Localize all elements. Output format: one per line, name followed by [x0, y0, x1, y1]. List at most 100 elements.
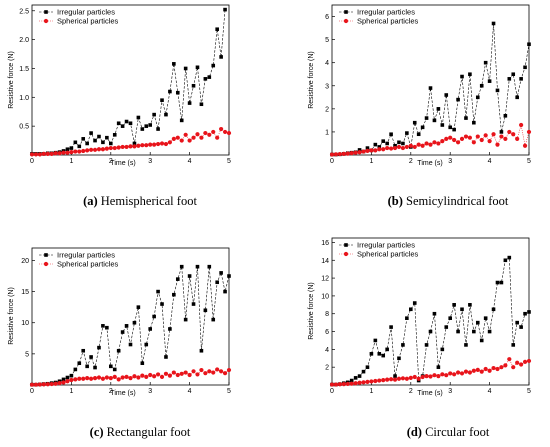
- data-point-spherical: [222, 371, 228, 376]
- data-point-spherical: [53, 151, 58, 156]
- x-tick-label: 5: [527, 158, 531, 165]
- data-point-spherical: [132, 144, 137, 149]
- data-point-spherical: [416, 142, 421, 147]
- data-point-irregular: [381, 139, 386, 143]
- data-point-spherical: [219, 126, 224, 132]
- data-point-spherical: [369, 148, 374, 153]
- data-point-spherical: [167, 140, 172, 145]
- data-point-spherical: [412, 374, 417, 380]
- y-tick-label: 5: [325, 37, 329, 44]
- x-tick-label: 4: [488, 158, 492, 165]
- legend-marker-square: [44, 10, 48, 14]
- x-tick-label: 1: [69, 158, 73, 165]
- data-point-irregular: [65, 147, 70, 152]
- data-point-spherical: [175, 135, 180, 140]
- data-point-irregular: [353, 376, 358, 380]
- data-point-spherical: [479, 369, 484, 374]
- y-tick-label: 4: [325, 347, 329, 354]
- data-point-irregular: [452, 127, 456, 132]
- data-point-spherical: [341, 151, 346, 156]
- data-point-spherical: [353, 381, 358, 386]
- data-point-irregular: [112, 133, 117, 137]
- data-point-irregular: [436, 365, 441, 369]
- chart-panel-3: 0 1 2 3 4 5 5 10 15 20 Time (s) Resistive force (N)…: [8, 247, 232, 439]
- data-point-spherical: [159, 374, 165, 380]
- data-point-irregular: [369, 352, 374, 356]
- data-point-spherical: [345, 381, 350, 387]
- data-point-spherical: [432, 140, 437, 145]
- series-line-spherical: [32, 128, 230, 155]
- series-line-irregular: [332, 257, 530, 385]
- data-point-spherical: [92, 147, 98, 152]
- data-point-spherical: [29, 152, 35, 157]
- data-point-irregular: [211, 63, 216, 68]
- data-point-spherical: [440, 139, 445, 144]
- data-point-spherical: [381, 147, 386, 152]
- data-point-irregular: [219, 271, 223, 275]
- data-point-irregular: [440, 347, 445, 352]
- data-point-irregular: [191, 83, 196, 88]
- data-point-irregular: [428, 329, 433, 334]
- data-point-spherical: [392, 145, 398, 151]
- data-point-spherical: [408, 375, 413, 380]
- data-point-spherical: [424, 373, 429, 379]
- data-point-spherical: [459, 371, 465, 376]
- data-point-spherical: [444, 136, 449, 141]
- data-point-spherical: [136, 375, 141, 380]
- data-point-irregular: [223, 7, 227, 12]
- data-point-irregular: [472, 120, 476, 125]
- data-point-spherical: [483, 133, 488, 138]
- data-point-irregular: [73, 140, 78, 145]
- data-point-spherical: [436, 373, 441, 379]
- data-point-irregular: [211, 317, 216, 322]
- data-point-spherical: [171, 370, 176, 375]
- data-point-irregular: [136, 305, 141, 309]
- data-point-irregular: [519, 77, 523, 81]
- data-point-irregular: [523, 65, 527, 70]
- data-point-spherical: [396, 144, 402, 150]
- data-point-spherical: [120, 144, 125, 150]
- data-point-spherical: [448, 135, 453, 140]
- data-point-spherical: [428, 142, 433, 147]
- data-point-spherical: [49, 381, 54, 387]
- data-point-spherical: [69, 150, 74, 155]
- x-tick-label: 2: [409, 158, 413, 165]
- data-point-irregular: [152, 112, 156, 117]
- data-point-spherical: [148, 372, 153, 378]
- data-point-irregular: [460, 74, 464, 79]
- data-point-spherical: [341, 382, 346, 387]
- y-tick-label: 0.5: [19, 124, 29, 131]
- data-point-spherical: [124, 374, 129, 380]
- data-point-spherical: [29, 382, 35, 387]
- data-point-spherical: [41, 382, 46, 387]
- x-tick-label: 0: [330, 158, 334, 165]
- data-point-spherical: [420, 374, 425, 380]
- data-point-spherical: [369, 379, 374, 384]
- y-tick-label: 1.0: [19, 95, 29, 102]
- x-tick-label: 4: [188, 158, 192, 165]
- data-point-irregular: [97, 134, 101, 139]
- x-tick-label: 3: [448, 158, 452, 165]
- data-point-spherical: [195, 132, 200, 137]
- data-point-spherical: [420, 143, 425, 148]
- data-point-irregular: [223, 289, 227, 294]
- data-point-irregular: [523, 311, 527, 316]
- data-point-irregular: [175, 277, 180, 281]
- y-tick-label: 8: [325, 311, 329, 318]
- data-point-spherical: [424, 141, 429, 146]
- data-point-irregular: [215, 280, 219, 285]
- y-tick-label: 2: [325, 106, 329, 113]
- data-point-irregular: [452, 303, 456, 307]
- x-tick-label: 0: [330, 388, 334, 395]
- data-point-spherical: [159, 141, 165, 146]
- data-point-spherical: [389, 377, 394, 382]
- data-point-spherical: [89, 376, 94, 381]
- data-point-irregular: [156, 127, 160, 131]
- legend-label: Spherical particles: [357, 17, 419, 26]
- data-point-spherical: [85, 148, 90, 153]
- data-point-spherical: [187, 138, 192, 143]
- data-point-spherical: [57, 151, 62, 156]
- data-point-irregular: [479, 83, 484, 88]
- data-point-irregular: [487, 329, 492, 334]
- data-point-irregular: [460, 307, 464, 312]
